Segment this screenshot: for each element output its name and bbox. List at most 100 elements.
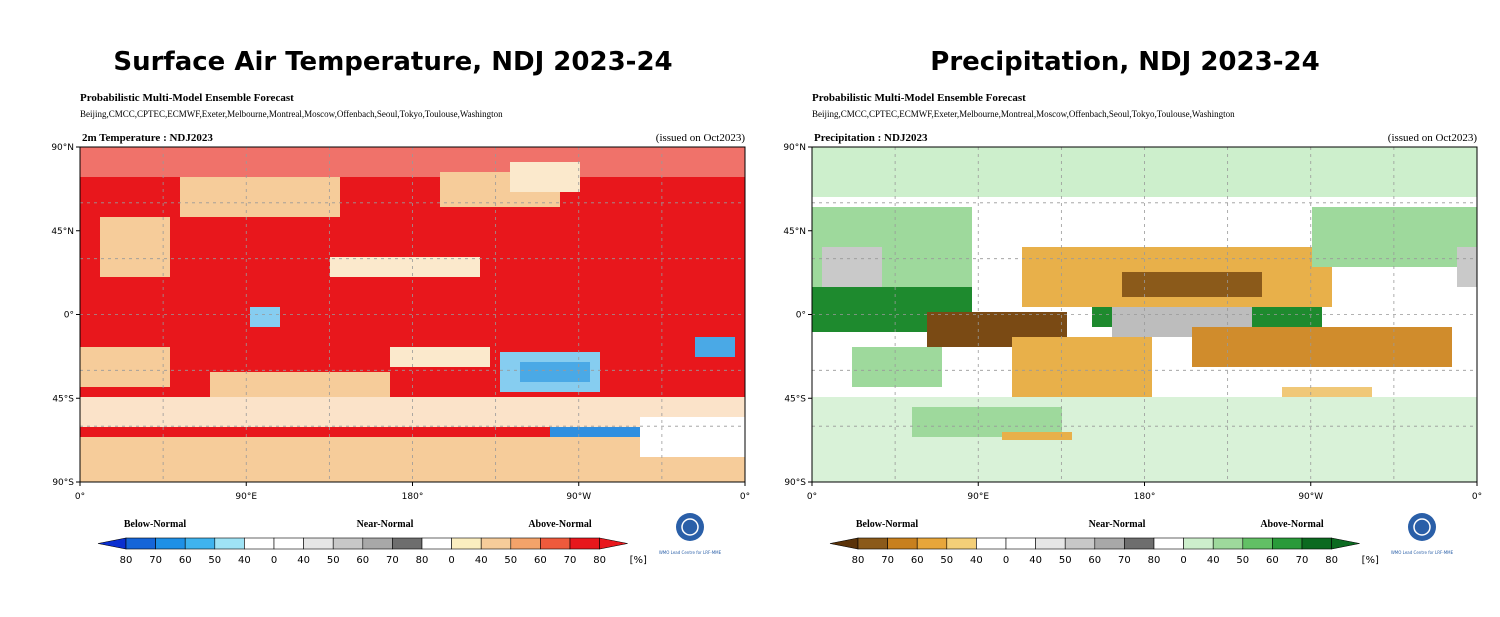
colorbar-tick-label: 70	[149, 555, 162, 566]
colorbar-tick-label: 0	[271, 555, 277, 566]
colorbar-tick-label: 80	[593, 555, 606, 566]
lat-label: 45°S	[784, 394, 806, 404]
colorbar-tick-label: 60	[534, 555, 547, 566]
legend-category: Below-Normal	[124, 519, 186, 530]
centers: Beijing,CMCC,CPTEC,ECMWF,Exeter,Melbourn…	[80, 109, 503, 119]
colorbar-unit: [%]	[630, 555, 647, 566]
colorbar-arrow	[1331, 537, 1360, 550]
colorbar-segment	[1301, 537, 1332, 550]
lon-label: 90°W	[1298, 492, 1323, 502]
legend-category: Above-Normal	[528, 519, 592, 530]
colorbar-segment	[244, 537, 275, 550]
colorbar-tick-label: 80	[120, 555, 133, 566]
map-label: 2m Temperature : NDJ2023	[82, 132, 213, 144]
colorbar-tick-label: 50	[940, 555, 953, 566]
colorbar-segment	[155, 537, 186, 550]
colorbar-tick-label: 80	[852, 555, 865, 566]
colorbar-tick-label: 70	[564, 555, 577, 566]
lon-label: 180°	[1134, 492, 1156, 502]
lat-label: 0°	[64, 311, 74, 321]
colorbar-tick-label: 40	[238, 555, 251, 566]
colorbar-tick-label: 0	[1180, 555, 1186, 566]
lat-label: 45°S	[52, 394, 74, 404]
colorbar-tick-label: 50	[1236, 555, 1249, 566]
legend-category: Near-Normal	[357, 519, 414, 530]
colorbar-segment	[540, 537, 571, 550]
colorbar-tick-label: 50	[327, 555, 340, 566]
colorbar-arrow	[97, 537, 127, 550]
colorbar-unit: [%]	[1362, 555, 1379, 566]
colorbar-tick-label: 40	[475, 555, 488, 566]
wmo-logo	[676, 513, 704, 541]
lat-label: 90°S	[52, 478, 74, 488]
colorbar-segment	[1153, 537, 1184, 550]
colorbar-segment	[303, 537, 334, 550]
colorbar-segment	[946, 537, 977, 550]
colorbar-segment	[1212, 537, 1244, 550]
colorbar-segment	[421, 537, 452, 550]
map-label: Precipitation : NDJ2023	[814, 132, 928, 144]
colorbar-tick-label: 60	[911, 555, 924, 566]
colorbar-tick-label: 70	[1296, 555, 1309, 566]
lat-label: 90°N	[51, 143, 74, 153]
colorbar-segment	[451, 537, 482, 550]
wmo-logo-globe	[681, 518, 699, 536]
colorbar-segment	[976, 537, 1007, 550]
colorbar-tick-label: 80	[416, 555, 429, 566]
colorbar-segment	[1094, 537, 1125, 550]
colorbar-segment	[332, 537, 364, 550]
lon-label: 0°	[1472, 492, 1482, 502]
colorbar-tick-label: 40	[970, 555, 983, 566]
lon-label: 90°W	[566, 492, 591, 502]
colorbar-tick-label: 50	[1059, 555, 1072, 566]
colorbar-tick-label: 80	[1325, 555, 1338, 566]
legend-category: Near-Normal	[1089, 519, 1146, 530]
colorbar-segment	[857, 537, 888, 550]
colorbar-tick-label: 70	[1118, 555, 1131, 566]
colorbar-tick-label: 80	[1148, 555, 1161, 566]
issued: (issued on Oct2023)	[656, 132, 746, 144]
colorbar-segment	[125, 537, 156, 550]
colorbar-segment	[184, 537, 216, 550]
colorbar-tick-label: 50	[504, 555, 517, 566]
panel-title: Precipitation, NDJ 2023-24	[930, 47, 1319, 77]
colorbar-segment	[1035, 537, 1066, 550]
subtitle: Probabilistic Multi-Model Ensemble Forec…	[812, 92, 1026, 104]
colorbar-arrow	[829, 537, 859, 550]
colorbar-segment	[480, 537, 512, 550]
lat-label: 90°S	[784, 478, 806, 488]
colorbar-tick-label: 70	[881, 555, 894, 566]
colorbar-segment	[362, 537, 393, 550]
colorbar-segment	[1005, 537, 1036, 550]
lat-label: 90°N	[783, 143, 806, 153]
colorbar-segment	[1272, 537, 1303, 550]
panel-title: Surface Air Temperature, NDJ 2023-24	[113, 47, 672, 77]
colorbar-segment	[273, 537, 304, 550]
lon-label: 90°E	[967, 492, 989, 502]
colorbar-tick-label: 0	[1003, 555, 1009, 566]
issued: (issued on Oct2023)	[1388, 132, 1478, 144]
lat-label: 45°N	[51, 227, 74, 237]
lon-label: 0°	[807, 492, 817, 502]
lon-label: 90°E	[235, 492, 257, 502]
colorbar-tick-label: 0	[448, 555, 454, 566]
subtitle: Probabilistic Multi-Model Ensemble Forec…	[80, 92, 294, 104]
wmo-logo	[1408, 513, 1436, 541]
colorbar-tick-label: 60	[1088, 555, 1101, 566]
colorbar-segment	[569, 537, 600, 550]
legend-category: Below-Normal	[856, 519, 918, 530]
logo-text: WMO Lead Centre for LRF-MME	[659, 550, 722, 555]
lon-label: 0°	[740, 492, 750, 502]
colorbar-tick-label: 40	[1207, 555, 1220, 566]
lon-label: 180°	[402, 492, 424, 502]
colorbar-tick-label: 60	[179, 555, 192, 566]
colorbar-segment	[1242, 537, 1273, 550]
lon-label: 0°	[75, 492, 85, 502]
colorbar-segment	[214, 537, 245, 550]
colorbar-tick-label: 40	[1029, 555, 1042, 566]
colorbar-segment	[1124, 537, 1155, 550]
colorbar-segment	[916, 537, 948, 550]
legend-category: Above-Normal	[1260, 519, 1324, 530]
colorbar-tick-label: 60	[1266, 555, 1279, 566]
